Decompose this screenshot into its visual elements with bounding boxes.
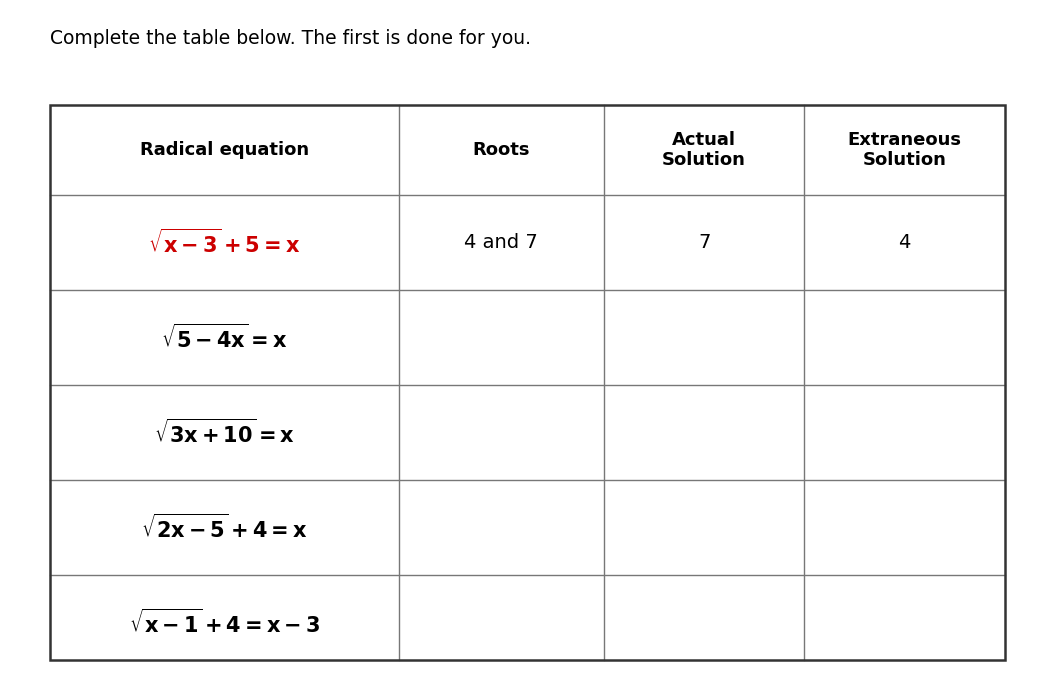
Text: Roots: Roots [473, 141, 530, 159]
Text: $\mathbf{\sqrt{5-4x}=x}$: $\mathbf{\sqrt{5-4x}=x}$ [161, 324, 287, 351]
Text: 7: 7 [698, 233, 710, 252]
Text: $\mathbf{\sqrt{2x-5}+4=x}$: $\mathbf{\sqrt{2x-5}+4=x}$ [141, 513, 308, 542]
Text: $\mathbf{\sqrt{3x+10}=x}$: $\mathbf{\sqrt{3x+10}=x}$ [153, 418, 294, 447]
Text: $\mathbf{\sqrt{x-3}+5=x}$: $\mathbf{\sqrt{x-3}+5=x}$ [148, 228, 301, 257]
Text: 4: 4 [899, 233, 911, 252]
Text: Radical equation: Radical equation [140, 141, 309, 159]
Bar [50, 105, 1005, 660]
Text: 4 and 7: 4 and 7 [465, 233, 538, 252]
Text: Actual
Solution: Actual Solution [662, 131, 746, 169]
Text: $\mathbf{\sqrt{x-1}+4=x-3}$: $\mathbf{\sqrt{x-1}+4=x-3}$ [128, 609, 319, 636]
Text: Complete the table below. The first is done for you.: Complete the table below. The first is d… [50, 28, 531, 47]
Text: Extraneous
Solution: Extraneous Solution [848, 131, 962, 169]
